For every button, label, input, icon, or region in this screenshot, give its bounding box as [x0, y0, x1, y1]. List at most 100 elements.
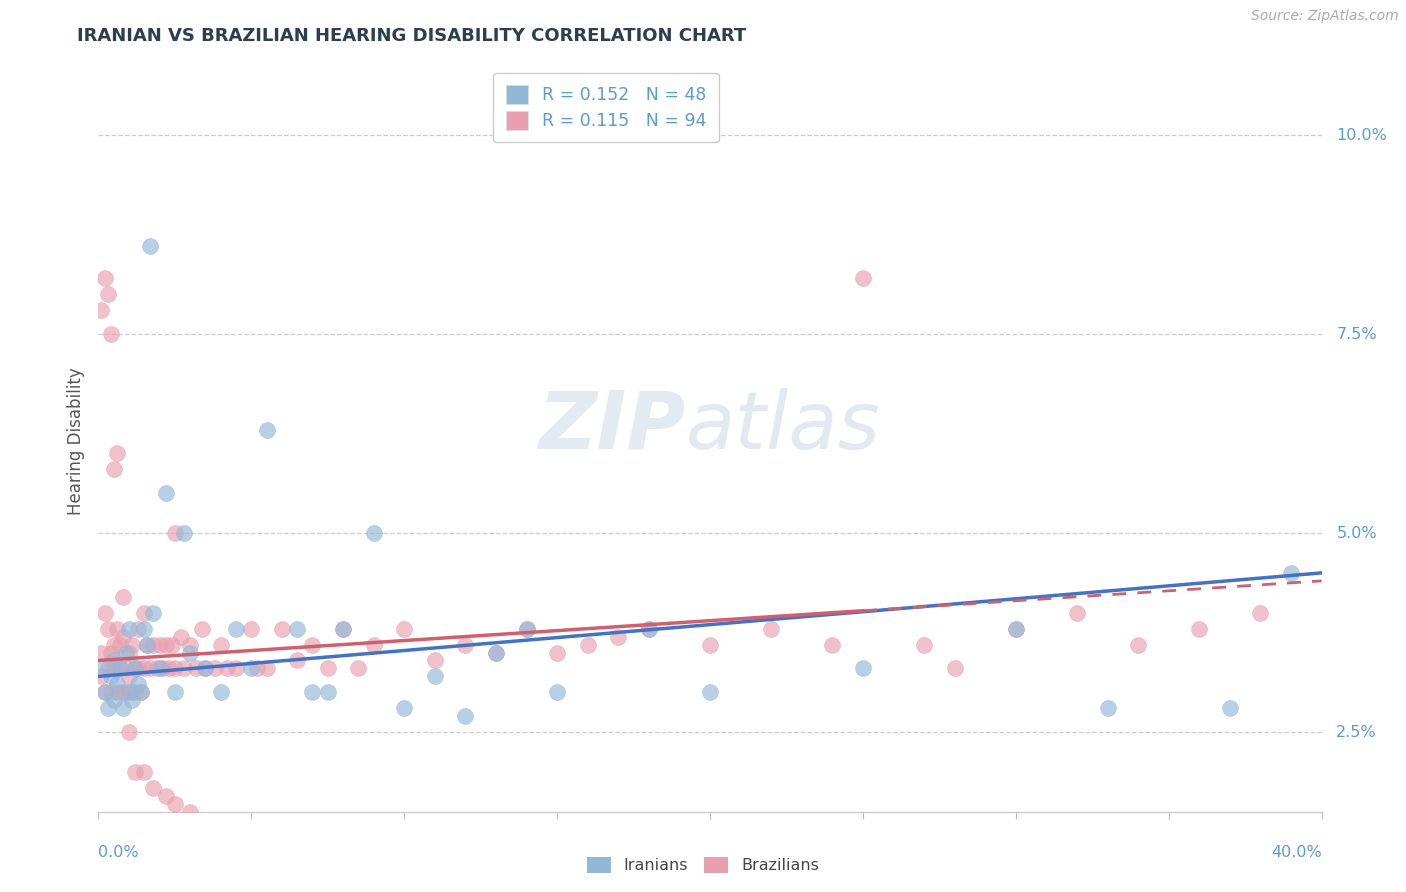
Point — [93, 271, 115, 285]
Point — [699, 638, 721, 652]
Point — [139, 661, 162, 675]
Point — [454, 709, 477, 723]
Point — [105, 622, 128, 636]
Point — [173, 526, 195, 541]
Point — [103, 693, 125, 707]
Point — [121, 693, 143, 707]
Text: 10.0%: 10.0% — [1336, 128, 1388, 143]
Point — [194, 661, 217, 675]
Point — [516, 622, 538, 636]
Point — [111, 685, 134, 699]
Point — [115, 685, 138, 699]
Point — [155, 789, 177, 803]
Point — [93, 685, 115, 699]
Point — [759, 622, 782, 636]
Point — [160, 638, 183, 652]
Text: 5.0%: 5.0% — [1336, 525, 1376, 541]
Point — [215, 661, 238, 675]
Point — [108, 661, 131, 675]
Point — [103, 653, 125, 667]
Point — [270, 622, 292, 636]
Point — [103, 661, 125, 675]
Point — [186, 661, 208, 675]
Text: IRANIAN VS BRAZILIAN HEARING DISABILITY CORRELATION CHART: IRANIAN VS BRAZILIAN HEARING DISABILITY … — [77, 27, 747, 45]
Point — [1004, 622, 1026, 636]
Point — [163, 797, 186, 811]
Point — [155, 638, 177, 652]
Point — [209, 638, 232, 652]
Point — [127, 622, 149, 636]
Point — [246, 661, 269, 675]
Point — [90, 661, 112, 675]
Text: 2.5%: 2.5% — [1336, 724, 1376, 739]
Point — [139, 239, 162, 253]
Text: 7.5%: 7.5% — [1336, 326, 1376, 342]
Point — [204, 661, 226, 675]
Point — [637, 622, 661, 636]
Point — [301, 685, 323, 699]
Point — [821, 638, 844, 652]
Text: ZIP: ZIP — [538, 388, 686, 466]
Point — [699, 685, 721, 699]
Point — [240, 661, 263, 675]
Point — [423, 669, 446, 683]
Point — [118, 646, 141, 660]
Point — [90, 303, 112, 318]
Point — [121, 638, 143, 652]
Point — [111, 590, 134, 604]
Point — [225, 622, 247, 636]
Point — [191, 622, 214, 636]
Point — [1188, 622, 1211, 636]
Point — [332, 622, 354, 636]
Point — [93, 606, 115, 620]
Point — [124, 764, 146, 779]
Point — [285, 622, 308, 636]
Text: atlas: atlas — [686, 388, 880, 466]
Point — [179, 646, 201, 660]
Point — [301, 638, 323, 652]
Legend: R = 0.152   N = 48, R = 0.115   N = 94: R = 0.152 N = 48, R = 0.115 N = 94 — [494, 72, 718, 143]
Point — [285, 653, 308, 667]
Point — [179, 638, 201, 652]
Text: 0.0%: 0.0% — [98, 845, 139, 860]
Point — [454, 638, 477, 652]
Point — [129, 685, 152, 699]
Point — [97, 622, 120, 636]
Point — [124, 685, 146, 699]
Point — [115, 646, 138, 660]
Point — [118, 669, 141, 683]
Point — [1219, 701, 1241, 715]
Point — [97, 701, 120, 715]
Point — [90, 646, 112, 660]
Point — [316, 661, 339, 675]
Point — [127, 661, 149, 675]
Point — [516, 622, 538, 636]
Point — [129, 685, 152, 699]
Point — [100, 327, 122, 342]
Point — [105, 677, 128, 691]
Point — [363, 638, 385, 652]
Point — [142, 606, 165, 620]
Point — [134, 661, 156, 675]
Point — [240, 622, 263, 636]
Point — [118, 685, 141, 699]
Point — [607, 630, 630, 644]
Point — [134, 606, 156, 620]
Point — [118, 622, 141, 636]
Point — [105, 446, 128, 460]
Point — [1004, 622, 1026, 636]
Point — [546, 646, 568, 660]
Point — [111, 630, 134, 644]
Point — [103, 462, 125, 476]
Point — [485, 646, 508, 660]
Point — [912, 638, 935, 652]
Point — [163, 526, 186, 541]
Point — [145, 661, 167, 675]
Point — [170, 630, 193, 644]
Point — [115, 661, 138, 675]
Point — [194, 661, 217, 675]
Point — [124, 661, 146, 675]
Point — [1128, 638, 1150, 652]
Text: 40.0%: 40.0% — [1271, 845, 1322, 860]
Point — [111, 701, 134, 715]
